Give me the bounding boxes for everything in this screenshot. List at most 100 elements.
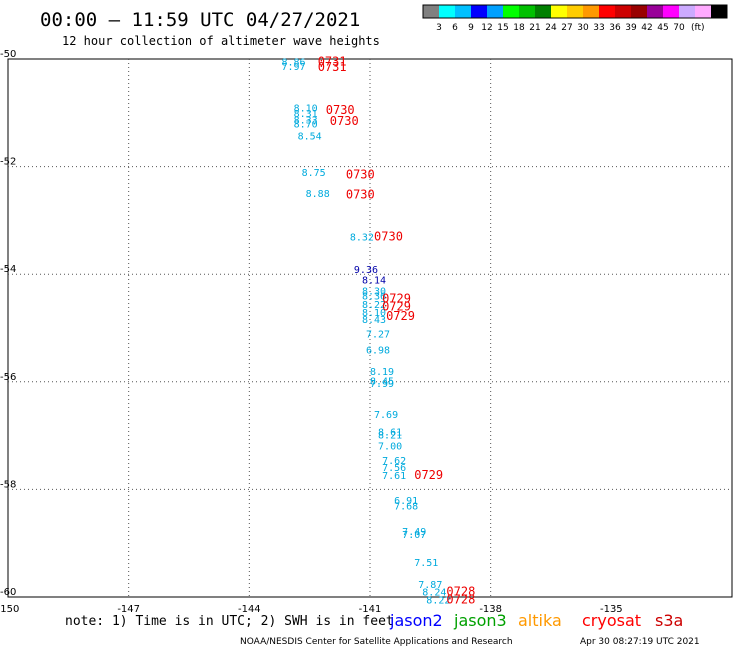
wave-height-label: 8.14 [362,276,386,287]
wave-height-label: 7.27 [366,329,390,340]
colorbar-swatch [535,5,551,18]
wave-height-label: 7.49 [402,527,426,538]
colorbar-tick-label: 36 [609,23,621,33]
wave-height-label: 7.68 [394,502,418,513]
wave-height-label: 8.30 [362,286,386,297]
time-label: 0730 [346,168,375,182]
time-label: 0728 [446,593,475,607]
wave-height-label: 8.36 [362,292,386,303]
colorbar-swatch [439,5,455,18]
wave-height-label: 7.51 [414,558,438,569]
colorbar-tick-label: 24 [545,23,557,33]
wave-height-label: 8.31 [294,109,318,120]
colorbar-unit: (ft) [691,23,705,33]
chart-title: 00:00 – 11:59 UTC 04/27/2021 [40,9,360,31]
time-label: 0728 [446,585,475,599]
footer-credit: NOAA/NESDIS Center for Satellite Applica… [240,637,513,647]
colorbar-swatch [711,5,727,18]
x-axis-ticks: -150 -147 -144 -141 -138 -135 [0,604,623,615]
colorbar-tick-label: 21 [529,23,540,33]
wave-height-label: 7.69 [374,410,398,421]
wave-height-label: 7.07 [402,530,426,541]
colorbar-swatch [519,5,535,18]
time-label: 0730 [330,114,359,128]
wave-height-label: 8.75 [302,168,326,179]
colorbar-swatch [471,5,487,18]
colorbar-tick-label: 30 [577,23,589,33]
colorbar-swatch [647,5,663,18]
time-label: 0730 [374,230,403,244]
colorbar-swatch [583,5,599,18]
colorbar-tick-label: 42 [641,23,652,33]
y-tick-label: -52 [0,157,16,168]
x-tick-label: -141 [359,604,382,615]
colorbar-swatch [663,5,679,18]
satellite-legend-jason3: jason3 [453,611,507,630]
wave-height-label: 8.10 [362,308,386,319]
footer-timestamp: Apr 30 08:27:19 UTC 2021 [580,637,700,647]
colorbar-tick-label: 33 [593,23,604,33]
x-tick-label: -144 [238,604,261,615]
wave-height-label: 6.91 [394,496,418,507]
wave-height-label: 7.56 [382,463,406,474]
colorbar-swatch [455,5,471,18]
wave-height-label: 8.32 [350,233,374,244]
colorbar-swatch [615,5,631,18]
wave-height-label: 7.97 [282,62,306,73]
x-tick-label: -150 [0,604,19,615]
colorbar-swatch [631,5,647,18]
time-label: 0731 [318,55,347,69]
grid-lines [8,59,732,597]
x-tick-label: -147 [117,604,140,615]
wave-height-label: 7.62 [382,456,406,467]
wave-height-label: 8.54 [298,131,322,142]
wave-height-label: 8.33 [294,115,318,126]
time-label: 0731 [318,60,347,74]
colorbar-tick-label: 6 [452,23,458,33]
colorbar-tick-label: 70 [673,23,685,33]
y-tick-label: -54 [0,264,16,275]
wave-height-label: 8.24 [422,588,446,599]
colorbar-tick-label: 27 [561,23,572,33]
colorbar-tick-label: 18 [513,23,525,33]
x-tick-label: -138 [479,604,502,615]
y-tick-label: -58 [0,479,16,490]
chart-subtitle: 12 hour collection of altimeter wave hei… [62,34,380,48]
wave-height-label: 8.70 [294,120,318,131]
time-label: 0730 [346,188,375,202]
colorbar-swatch [567,5,583,18]
colorbar-legend: 3 6 9 12 15 18 21 24 27 30 33 36 39 42 45 70 (ft) [422,4,728,33]
colorbar-tick-label: 39 [625,23,637,33]
wave-height-label: 8.43 [362,315,386,326]
colorbar-swatch [679,5,695,18]
y-tick-label: -60 [0,587,16,598]
wave-height-label: 8.22 [362,300,386,311]
wave-height-label: 8.22 [426,596,450,607]
satellite-legend-s3a: s3a [655,611,683,630]
wave-height-label: 8.21 [378,431,402,442]
wave-height-label: 6.98 [366,346,390,357]
wave-height-label: 8.10 [294,103,318,114]
y-tick-label: -50 [0,49,16,60]
wave-height-label: 8.88 [306,189,330,200]
satellite-legend-altika: altika [518,611,562,630]
y-axis-ticks: -50 -52 -54 -56 -58 -60 [0,49,16,598]
wave-height-label: 8.86 [282,58,306,69]
wave-height-label: 7.87 [418,580,442,591]
footer-note: note: 1) Time is in UTC; 2) SWH is in fe… [65,614,394,629]
colorbar-swatch [503,5,519,18]
time-label: 0730 [326,103,355,117]
colorbar-tick-label: 9 [468,23,474,33]
wave-height-label: 7.99 [370,379,394,390]
colorbar-tick-label: 45 [657,23,668,33]
time-label: 0729 [382,299,411,313]
time-label: 0729 [382,291,411,305]
colorbar-swatch [487,5,503,18]
plot-area: -150 -147 -144 -141 -138 -135 -50 -52 -54 -56 -58… [0,49,733,615]
colorbar-swatch [551,5,567,18]
colorbar-swatch [695,5,711,18]
colorbar-frame [422,4,728,19]
colorbar-swatch [599,5,615,18]
satellite-legend: jason2 jason3 altika cryosat s3a [389,611,683,630]
